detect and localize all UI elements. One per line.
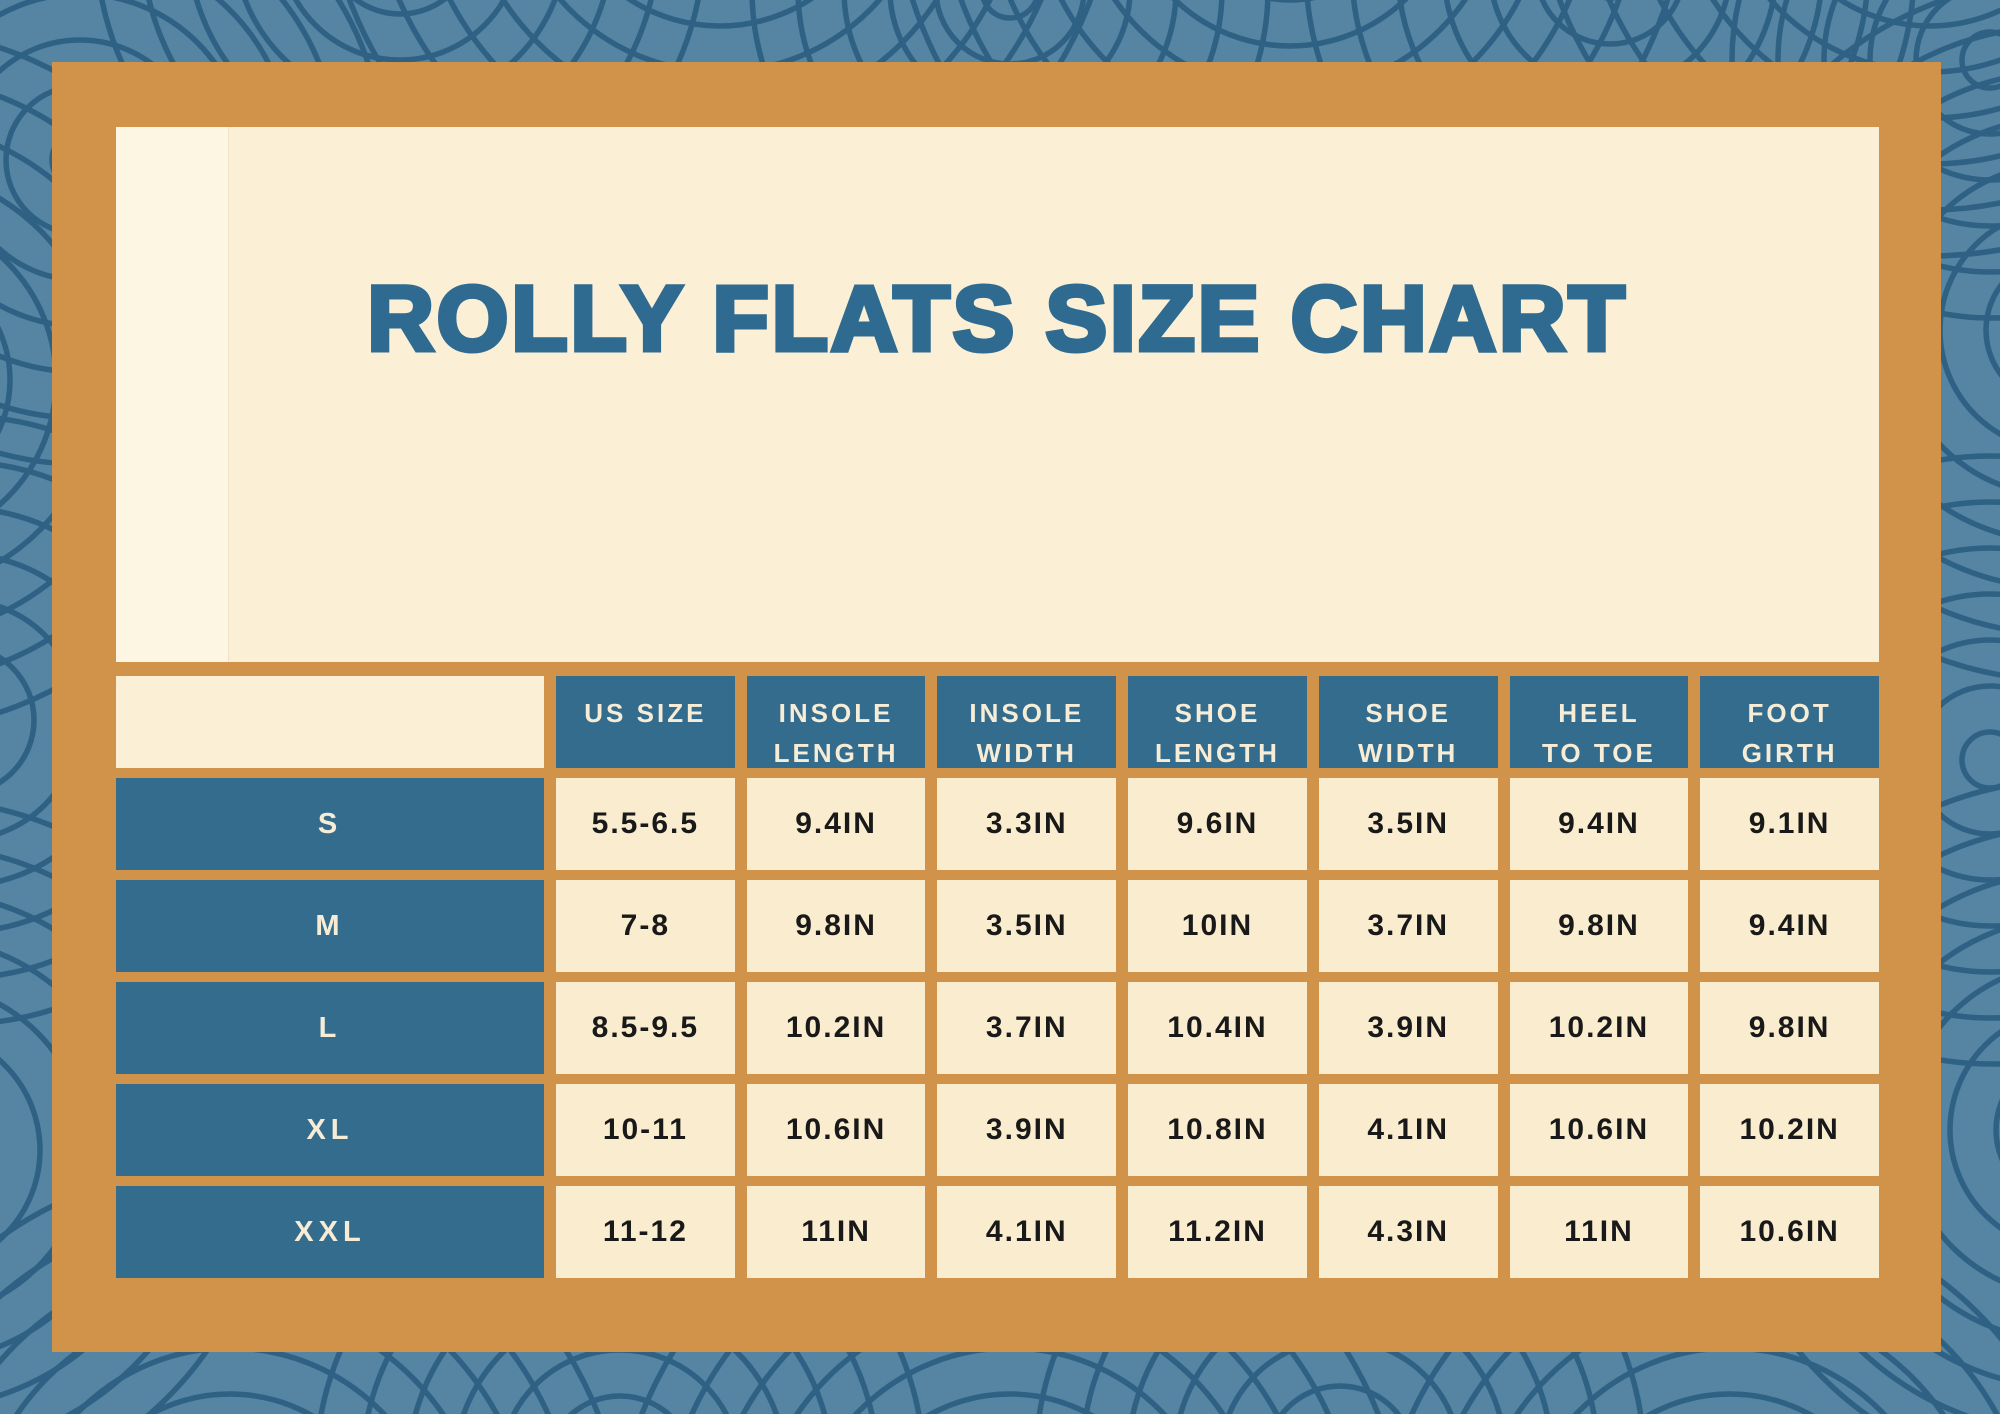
table-cell: 10.4IN (1128, 982, 1307, 1074)
row-label-xl: XL (116, 1084, 544, 1176)
table-cell: 9.1IN (1700, 778, 1879, 870)
table-cell: 8.5-9.5 (556, 982, 735, 1074)
table-cell: 5.5-6.5 (556, 778, 735, 870)
table-cell: 4.1IN (937, 1186, 1117, 1278)
column-header-shoe-width: SHOE WIDTH (1318, 676, 1498, 768)
title-panel: ROLLY FLATS SIZE CHART (116, 127, 1879, 662)
column-header-us-size: US SIZE (556, 676, 735, 768)
size-chart-table: US SIZE INSOLE LENGTH INSOLE WIDTH SHOE … (116, 676, 1879, 1278)
table-cell: 9.6IN (1128, 778, 1307, 870)
table-cell: 10.2IN (746, 982, 926, 1074)
table-cell: 10-11 (556, 1084, 735, 1176)
table-cell: 3.5IN (937, 880, 1117, 972)
row-label-l: L (116, 982, 544, 1074)
table-cell: 11IN (1509, 1186, 1689, 1278)
table-cell: 9.4IN (746, 778, 926, 870)
table-cell: 4.3IN (1318, 1186, 1498, 1278)
table-cell: 11IN (746, 1186, 926, 1278)
table-cell: 11-12 (556, 1186, 735, 1278)
table-cell: 10.6IN (1509, 1084, 1689, 1176)
page-title: ROLLY FLATS SIZE CHART (365, 266, 1628, 373)
table-cell: 3.5IN (1318, 778, 1498, 870)
table-cell: 10.6IN (746, 1084, 926, 1176)
table-cell: 10.8IN (1128, 1084, 1307, 1176)
table-cell: 9.8IN (746, 880, 926, 972)
table-cell: 10.2IN (1700, 1084, 1879, 1176)
table-corner-cell (116, 676, 544, 768)
table-cell: 7-8 (556, 880, 735, 972)
table-cell: 9.4IN (1700, 880, 1879, 972)
table-cell: 9.8IN (1509, 880, 1689, 972)
table-cell: 3.9IN (1318, 982, 1498, 1074)
table-cell: 10.6IN (1700, 1186, 1879, 1278)
row-label-xxl: XXL (116, 1186, 544, 1278)
column-header-insole-length: INSOLE LENGTH (746, 676, 926, 768)
table-cell: 3.9IN (937, 1084, 1117, 1176)
table-cell: 11.2IN (1128, 1186, 1307, 1278)
table-cell: 4.1IN (1318, 1084, 1498, 1176)
column-header-insole-width: INSOLE WIDTH (937, 676, 1117, 768)
panel-sheen (116, 127, 229, 662)
row-label-m: M (116, 880, 544, 972)
table-cell: 3.7IN (937, 982, 1117, 1074)
table-cell: 9.8IN (1700, 982, 1879, 1074)
column-header-shoe-length: SHOE LENGTH (1128, 676, 1307, 768)
table-cell: 10IN (1128, 880, 1307, 972)
column-header-foot-girth: FOOT GIRTH (1700, 676, 1879, 768)
table-cell: 9.4IN (1509, 778, 1689, 870)
table-cell: 3.7IN (1318, 880, 1498, 972)
table-cell: 10.2IN (1509, 982, 1689, 1074)
poster-frame: ROLLY FLATS SIZE CHART US SIZE INSOLE LE… (52, 62, 1941, 1352)
row-label-s: S (116, 778, 544, 870)
table-cell: 3.3IN (937, 778, 1117, 870)
column-header-heel-to-toe: HEEL TO TOE (1509, 676, 1689, 768)
